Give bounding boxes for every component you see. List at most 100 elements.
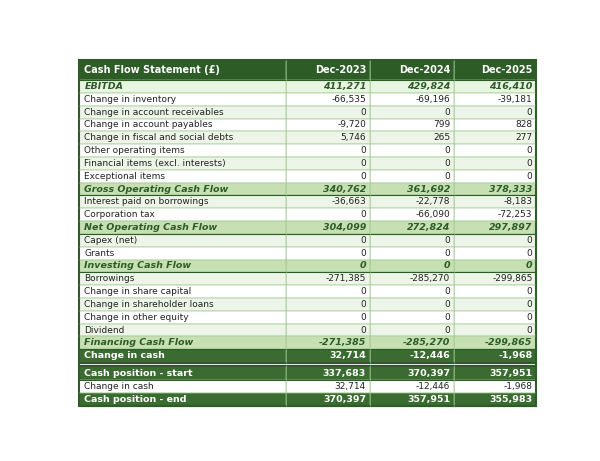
Text: 0: 0 [445, 325, 450, 335]
FancyBboxPatch shape [286, 131, 370, 144]
FancyBboxPatch shape [370, 170, 454, 183]
FancyBboxPatch shape [454, 131, 536, 144]
Text: 429,824: 429,824 [407, 82, 450, 91]
Text: 361,692: 361,692 [407, 184, 450, 194]
FancyBboxPatch shape [79, 183, 286, 195]
FancyBboxPatch shape [286, 144, 370, 157]
FancyBboxPatch shape [370, 272, 454, 285]
Text: 0: 0 [360, 248, 366, 258]
Text: 0: 0 [527, 171, 533, 181]
FancyBboxPatch shape [454, 311, 536, 324]
FancyBboxPatch shape [454, 208, 536, 221]
Text: -299,865: -299,865 [492, 274, 533, 283]
FancyBboxPatch shape [454, 195, 536, 208]
FancyBboxPatch shape [454, 337, 536, 349]
Text: 272,824: 272,824 [407, 223, 450, 232]
FancyBboxPatch shape [286, 234, 370, 247]
FancyBboxPatch shape [79, 59, 286, 80]
Text: 0: 0 [527, 248, 533, 258]
FancyBboxPatch shape [79, 366, 286, 380]
Text: 32,714: 32,714 [335, 382, 366, 390]
Text: Change in account payables: Change in account payables [84, 120, 213, 130]
FancyBboxPatch shape [286, 349, 370, 363]
Text: -1,968: -1,968 [503, 382, 533, 390]
FancyBboxPatch shape [286, 272, 370, 285]
FancyBboxPatch shape [286, 80, 370, 93]
FancyBboxPatch shape [79, 380, 286, 393]
Text: 0: 0 [360, 287, 366, 296]
FancyBboxPatch shape [286, 247, 370, 260]
Text: 0: 0 [527, 300, 533, 309]
Text: -66,535: -66,535 [331, 95, 366, 104]
FancyBboxPatch shape [79, 363, 286, 366]
Text: Change in fiscal and social debts: Change in fiscal and social debts [84, 133, 233, 142]
FancyBboxPatch shape [370, 195, 454, 208]
Text: -271,385: -271,385 [326, 274, 366, 283]
FancyBboxPatch shape [79, 170, 286, 183]
FancyBboxPatch shape [79, 157, 286, 170]
Text: 0: 0 [445, 171, 450, 181]
FancyBboxPatch shape [79, 393, 286, 406]
FancyBboxPatch shape [454, 106, 536, 118]
FancyBboxPatch shape [79, 349, 286, 363]
FancyBboxPatch shape [454, 118, 536, 131]
Text: Dec-2025: Dec-2025 [481, 65, 533, 75]
Text: -22,778: -22,778 [416, 197, 450, 207]
FancyBboxPatch shape [454, 272, 536, 285]
Text: 340,762: 340,762 [323, 184, 366, 194]
Text: -271,385: -271,385 [319, 338, 366, 347]
Text: 0: 0 [445, 287, 450, 296]
FancyBboxPatch shape [370, 80, 454, 93]
FancyBboxPatch shape [286, 195, 370, 208]
Text: 265: 265 [433, 133, 450, 142]
FancyBboxPatch shape [370, 208, 454, 221]
Text: 0: 0 [360, 171, 366, 181]
Text: Dividend: Dividend [84, 325, 125, 335]
FancyBboxPatch shape [286, 363, 370, 366]
FancyBboxPatch shape [286, 380, 370, 393]
Text: 370,397: 370,397 [323, 395, 366, 404]
FancyBboxPatch shape [286, 106, 370, 118]
FancyBboxPatch shape [370, 247, 454, 260]
Text: -8,183: -8,183 [503, 197, 533, 207]
Text: -36,663: -36,663 [331, 197, 366, 207]
Text: 297,897: 297,897 [489, 223, 533, 232]
Text: 337,683: 337,683 [323, 368, 366, 378]
FancyBboxPatch shape [370, 234, 454, 247]
Text: 0: 0 [360, 210, 366, 219]
Text: 370,397: 370,397 [407, 368, 450, 378]
FancyBboxPatch shape [286, 324, 370, 337]
Text: 357,951: 357,951 [407, 395, 450, 404]
Text: -1,968: -1,968 [499, 351, 533, 361]
FancyBboxPatch shape [286, 118, 370, 131]
Text: 0: 0 [527, 146, 533, 155]
FancyBboxPatch shape [286, 366, 370, 380]
Text: Financing Cash Flow: Financing Cash Flow [84, 338, 194, 347]
Text: -72,253: -72,253 [498, 210, 533, 219]
FancyBboxPatch shape [454, 59, 536, 80]
Text: 5,746: 5,746 [340, 133, 366, 142]
Text: -12,446: -12,446 [409, 351, 450, 361]
FancyBboxPatch shape [79, 324, 286, 337]
Text: EBITDA: EBITDA [84, 82, 124, 91]
Text: -69,196: -69,196 [415, 95, 450, 104]
Text: -285,270: -285,270 [410, 274, 450, 283]
FancyBboxPatch shape [370, 380, 454, 393]
FancyBboxPatch shape [454, 247, 536, 260]
Text: 355,983: 355,983 [490, 395, 533, 404]
FancyBboxPatch shape [79, 195, 286, 208]
FancyBboxPatch shape [79, 118, 286, 131]
Text: Change in shareholder loans: Change in shareholder loans [84, 300, 214, 309]
FancyBboxPatch shape [454, 170, 536, 183]
FancyBboxPatch shape [79, 298, 286, 311]
Text: Net Operating Cash Flow: Net Operating Cash Flow [84, 223, 217, 232]
Text: 0: 0 [526, 261, 533, 271]
FancyBboxPatch shape [370, 221, 454, 234]
Text: Change in cash: Change in cash [84, 382, 154, 390]
FancyBboxPatch shape [370, 260, 454, 272]
FancyBboxPatch shape [79, 311, 286, 324]
Text: Cash position - end: Cash position - end [84, 395, 187, 404]
Text: 0: 0 [443, 261, 450, 271]
Text: 0: 0 [445, 107, 450, 117]
FancyBboxPatch shape [370, 311, 454, 324]
